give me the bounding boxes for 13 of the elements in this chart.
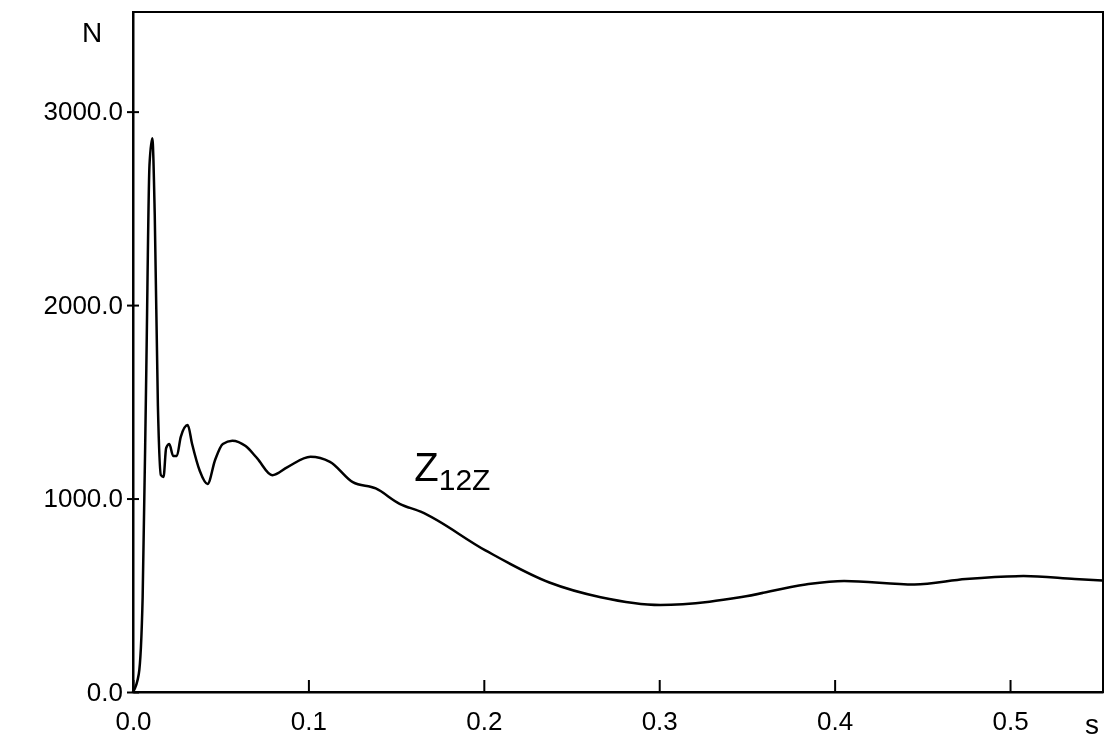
y-tick-label: 1000.0 — [43, 483, 123, 514]
x-axis-title: s — [1085, 709, 1099, 738]
y-tick-label: 3000.0 — [43, 96, 123, 127]
annotation: Z$_{12Z}$ — [414, 445, 491, 497]
x-tick-label: 0.2 — [466, 706, 503, 737]
y-tick-label: 2000.0 — [43, 289, 123, 320]
x-tick-label: 0.0 — [115, 706, 152, 737]
x-tick-label: 0.1 — [290, 706, 327, 737]
y-tick-label: 0.0 — [86, 676, 123, 707]
y-axis-title: N — [81, 17, 103, 48]
x-tick-label: 0.5 — [992, 706, 1029, 737]
x-tick-label: 0.4 — [817, 706, 854, 737]
x-tick-label: 0.3 — [641, 706, 678, 737]
